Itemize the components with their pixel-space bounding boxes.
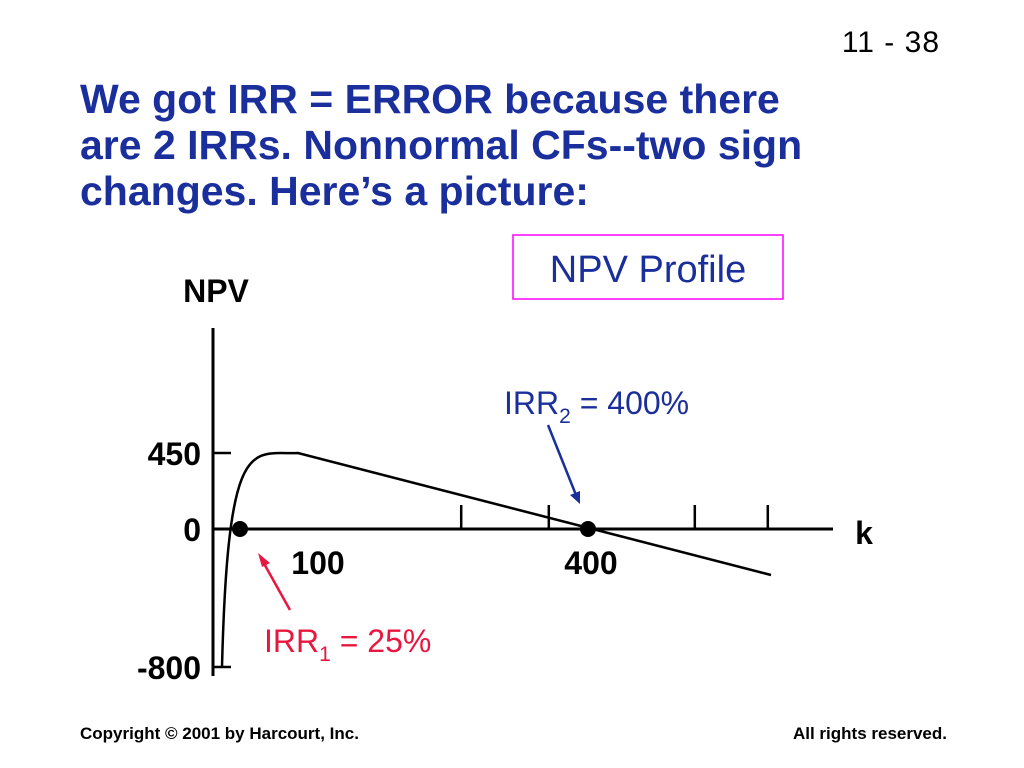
title-line: changes. Here’s a picture: (80, 168, 589, 214)
irr2-arrow-head (570, 491, 580, 504)
npv-curve (220, 451, 772, 668)
copyright-text: Copyright © 2001 by Harcourt, Inc. (80, 724, 359, 743)
slide-title: We got IRR = ERROR because there are 2 I… (80, 76, 940, 214)
chart-title: NPV Profile (550, 249, 746, 291)
irr-point (580, 521, 596, 537)
irr2-label: IRR2 = 400% (504, 385, 689, 428)
irr2-arrow-line (546, 424, 578, 496)
chart-title-box (512, 234, 784, 300)
irr-point (232, 521, 248, 537)
y-tick-label: 450 (148, 436, 201, 472)
y-axis-label: NPV (183, 273, 249, 309)
irr1-arrow-line (260, 559, 292, 611)
irr1-label: IRR1 = 25% (264, 623, 431, 666)
x-tick-label: 100 (291, 545, 344, 581)
slide-number: 11 - 38 (841, 26, 940, 59)
irr1-arrow-head (258, 553, 270, 567)
y-tick-label: 0 (183, 512, 201, 548)
x-axis-label: k (855, 515, 873, 551)
y-tick-label: -800 (137, 650, 201, 686)
rights-text: All rights reserved. (792, 724, 947, 743)
x-tick-label: 400 (564, 545, 617, 581)
title-line: are 2 IRRs. Nonnormal CFs--two sign (80, 122, 803, 168)
title-line: We got IRR = ERROR because there (80, 76, 780, 122)
